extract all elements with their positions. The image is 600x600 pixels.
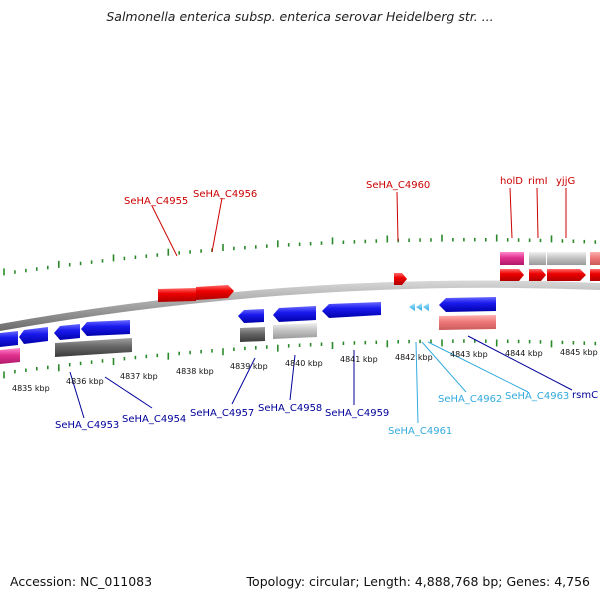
- label-SeHA_C4955[interactable]: SeHA_C4955: [124, 196, 188, 207]
- label-SeHA_C4958[interactable]: SeHA_C4958: [258, 403, 322, 414]
- label-rimI[interactable]: rimI: [528, 176, 548, 187]
- label-holD[interactable]: holD: [500, 176, 523, 187]
- kbp-label: 4844 kbp: [505, 349, 543, 358]
- gene-SeHA_C4963[interactable]: [423, 303, 429, 311]
- gene-SeHA_C4953-pseudo[interactable]: [55, 338, 132, 357]
- kbp-label: 4841 kbp: [340, 355, 378, 364]
- gene-right-edge-cds[interactable]: [590, 269, 600, 281]
- genes-label: Genes:: [506, 574, 551, 589]
- gene-rsmC[interactable]: [439, 297, 496, 312]
- gene-SeHA_C4958-rna[interactable]: [273, 323, 317, 339]
- kbp-scale-labels: 4835 kbp 4836 kbp 4837 kbp 4838 kbp 4839…: [12, 348, 598, 393]
- gene-rimI[interactable]: [529, 252, 546, 265]
- gene-SeHA_C4954[interactable]: [81, 320, 130, 336]
- gene-rsmC-rna[interactable]: [439, 315, 496, 330]
- topology-value: circular: [309, 574, 356, 589]
- gene-SeHA_C4957-pseudo[interactable]: [240, 327, 265, 342]
- accession-value: NC_011083: [80, 574, 153, 589]
- genome-title: Salmonella enterica subsp. enterica sero…: [106, 9, 494, 24]
- gene-SeHA_C4958[interactable]: [273, 306, 316, 322]
- label-rsmC[interactable]: rsmC: [572, 390, 598, 401]
- gene-left-edge-cds[interactable]: [0, 331, 18, 347]
- length-value: 4,888,768 bp: [414, 574, 499, 589]
- label-SeHA_C4959[interactable]: SeHA_C4959: [325, 408, 389, 419]
- kbp-label: 4839 kbp: [230, 362, 268, 371]
- gene-rimI-cds[interactable]: [529, 269, 546, 281]
- kbp-label: 4845 kbp: [560, 348, 598, 357]
- forward-strand-features: [158, 252, 600, 302]
- kbp-label: 4838 kbp: [176, 367, 214, 376]
- kbp-label: 4842 kbp: [395, 353, 433, 362]
- topology-label: Topology:: [246, 574, 306, 589]
- label-SeHA_C4957[interactable]: SeHA_C4957: [190, 408, 254, 419]
- gene-holD[interactable]: [500, 252, 524, 265]
- label-SeHA_C4962[interactable]: SeHA_C4962: [438, 394, 502, 405]
- accession-info: Accession: NC_011083: [10, 574, 152, 589]
- label-SeHA_C4953[interactable]: SeHA_C4953: [55, 420, 119, 431]
- genome-backbone: [0, 280, 600, 331]
- gene-SeHA_C4953[interactable]: [19, 327, 48, 344]
- gene-SeHA_C4954a[interactable]: [54, 324, 80, 340]
- kbp-label: 4835 kbp: [12, 384, 50, 393]
- label-yjjG[interactable]: yjjG: [556, 176, 575, 187]
- reverse-strand-features: [0, 297, 496, 364]
- gene-holD-cds[interactable]: [500, 269, 524, 281]
- genome-stats: Topology: circular; Length: 4,888,768 bp…: [246, 574, 590, 589]
- kbp-label: 4843 kbp: [450, 350, 488, 359]
- accession-label: Accession:: [10, 574, 77, 589]
- gene-SeHA_C4961[interactable]: [409, 303, 415, 311]
- gene-yjjG[interactable]: [547, 252, 586, 265]
- label-SeHA_C4960[interactable]: SeHA_C4960: [366, 180, 430, 191]
- gene-right-edge-rna[interactable]: [590, 252, 600, 265]
- lower-gene-labels: SeHA_C4953 SeHA_C4954 SeHA_C4957 SeHA_C4…: [55, 390, 598, 437]
- gene-SeHA_C4962[interactable]: [416, 303, 422, 311]
- kbp-label: 4836 kbp: [66, 377, 104, 386]
- length-label: Length:: [363, 574, 411, 589]
- label-SeHA_C4954[interactable]: SeHA_C4954: [122, 414, 186, 425]
- label-SeHA_C4963[interactable]: SeHA_C4963: [505, 391, 569, 402]
- gene-left-edge-rna[interactable]: [0, 348, 20, 364]
- label-SeHA_C4961[interactable]: SeHA_C4961: [388, 426, 452, 437]
- label-SeHA_C4956[interactable]: SeHA_C4956: [193, 189, 257, 200]
- gene-yjjG-cds[interactable]: [547, 269, 586, 281]
- gene-SeHA_C4960[interactable]: [394, 273, 407, 285]
- gene-SeHA_C4959[interactable]: [322, 302, 381, 318]
- gene-SeHA_C4956[interactable]: [196, 285, 234, 300]
- kbp-label: 4837 kbp: [120, 372, 158, 381]
- upper-gene-labels: SeHA_C4955 SeHA_C4956 SeHA_C4960 holD ri…: [124, 176, 575, 207]
- gene-SeHA_C4957[interactable]: [238, 309, 264, 323]
- lower-tick-track: [3, 339, 597, 379]
- genes-value: 4,756: [554, 574, 590, 589]
- gene-SeHA_C4955[interactable]: [158, 288, 196, 302]
- label-leader-lines: [69, 187, 573, 424]
- kbp-label: 4840 kbp: [285, 359, 323, 368]
